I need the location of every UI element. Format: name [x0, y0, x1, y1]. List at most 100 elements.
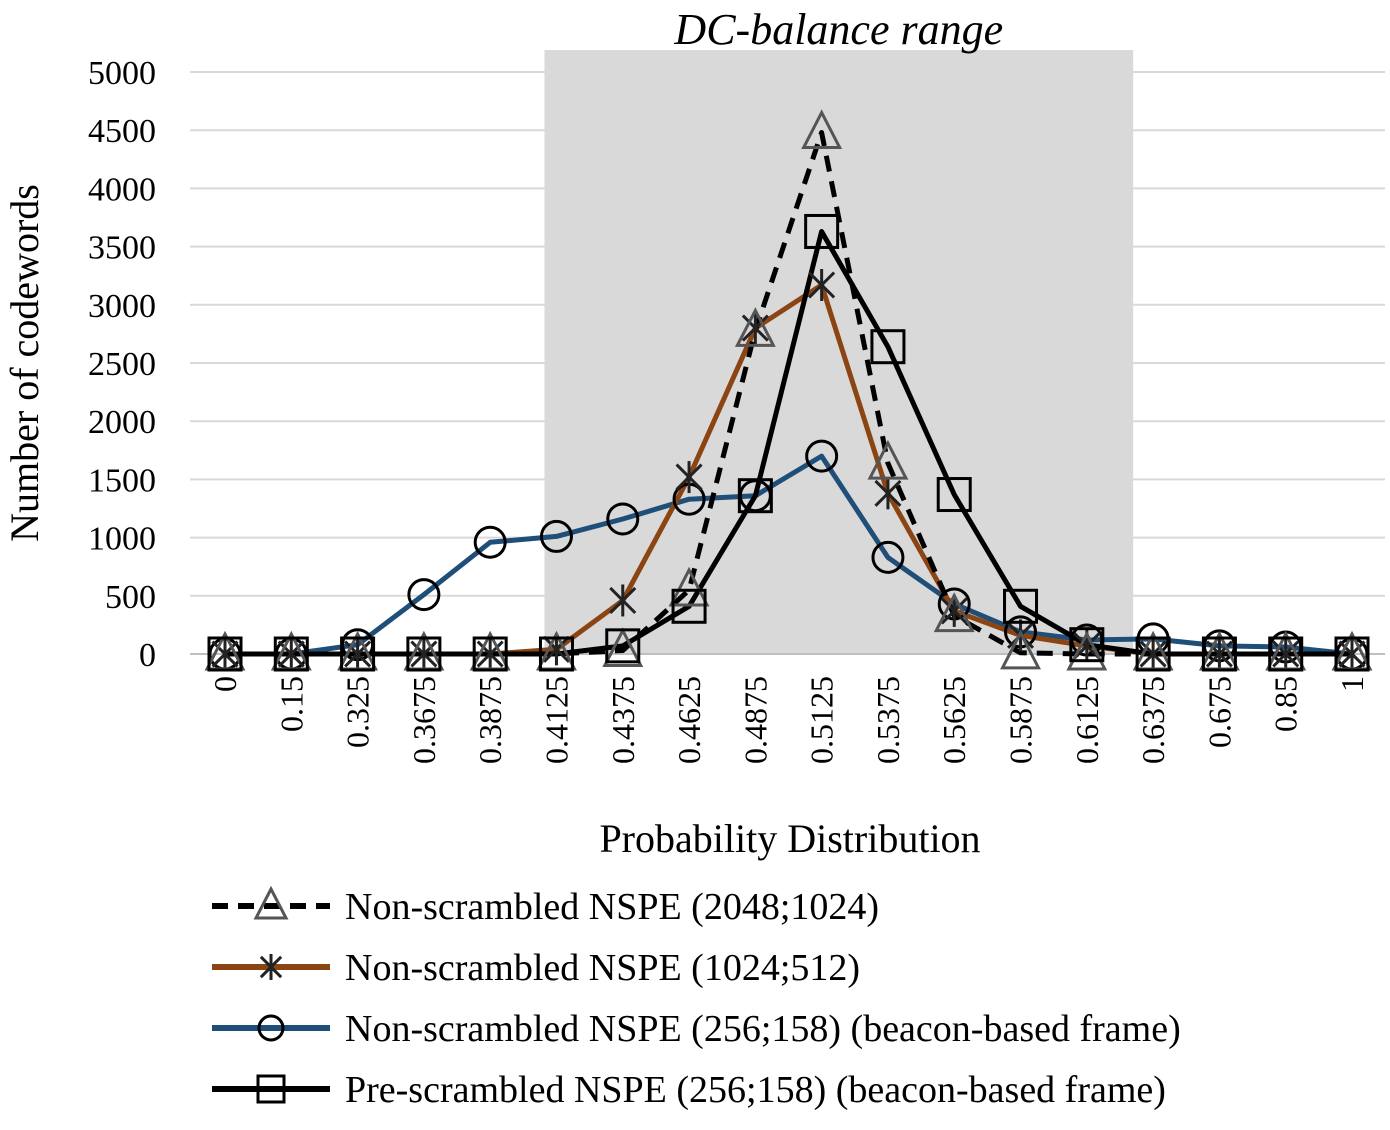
data-point-square-1 — [273, 636, 309, 672]
data-point-star-4-d2 — [476, 640, 504, 668]
data-point-square-10 — [870, 329, 906, 365]
data-point-star-17 — [1338, 638, 1366, 670]
data-point-square-2 — [340, 636, 376, 672]
data-point-circle-9 — [805, 439, 839, 473]
data-point-star-0-d2 — [211, 640, 239, 668]
data-point-star-16 — [1272, 638, 1300, 670]
data-point-circle-6 — [606, 502, 640, 536]
legend-label-2: Non-scrambled NSPE (256;158) (beacon-bas… — [345, 1008, 1181, 1050]
data-point-star-3-d2 — [410, 640, 438, 668]
legend-marker-star-icon — [259, 954, 283, 980]
data-point-star-10 — [874, 477, 902, 510]
x-tick-label-13: 0.6125 — [1069, 676, 1105, 764]
data-point-star-3 — [410, 638, 438, 670]
legend-label-3: Pre-scrambled NSPE (256;158) (beacon-bas… — [345, 1069, 1166, 1111]
x-tick-label-2: 0.325 — [340, 676, 376, 748]
data-point-star-8 — [741, 312, 769, 345]
x-axis-title: Probability Distribution — [599, 816, 980, 861]
x-tick-label-8: 0.4875 — [737, 676, 773, 764]
data-point-circle-5 — [539, 519, 573, 553]
data-point-square-15 — [1201, 636, 1237, 672]
data-point-star-8-d2 — [741, 314, 769, 342]
data-point-star-11 — [940, 594, 968, 627]
data-point-star-15-d2 — [1205, 640, 1233, 668]
data-point-square-3 — [406, 636, 442, 672]
data-point-square-13 — [1069, 627, 1105, 663]
data-point-square-8 — [737, 478, 773, 514]
x-tick-label-9: 0.5125 — [804, 676, 840, 764]
data-point-circle-4 — [473, 525, 507, 559]
data-point-star-10-d2 — [874, 479, 902, 507]
y-tick-label-1000: 1000 — [88, 521, 156, 558]
data-point-star-14 — [1139, 638, 1167, 670]
y-tick-label-5000: 5000 — [88, 55, 156, 92]
data-point-triangle-9 — [801, 109, 843, 150]
data-point-triangle-8 — [734, 307, 776, 347]
data-point-star-17-d2 — [1338, 640, 1366, 668]
x-tick-label-11: 0.5625 — [936, 676, 972, 764]
x-tick-label-14: 0.6375 — [1135, 676, 1171, 764]
x-tick-label-10: 0.5375 — [870, 676, 906, 764]
data-point-square-12 — [1003, 588, 1039, 624]
legend-item-3: Pre-scrambled NSPE (256;158) (beacon-bas… — [212, 1069, 1166, 1111]
x-tick-label-16: 0.85 — [1268, 676, 1304, 732]
data-point-triangle-11 — [933, 592, 975, 633]
data-point-square-5 — [538, 636, 574, 672]
data-point-square-16 — [1268, 636, 1304, 672]
y-tick-label-2000: 2000 — [88, 404, 156, 441]
data-point-square-6 — [605, 628, 641, 664]
data-point-star-4 — [476, 638, 504, 670]
data-point-star-13-d2 — [1073, 632, 1101, 660]
data-point-square-7 — [671, 588, 707, 624]
data-point-triangle-7 — [668, 566, 710, 607]
y-tick-label-500: 500 — [105, 579, 156, 616]
legend-marker-circle-icon — [257, 1014, 285, 1042]
data-point-star-1 — [277, 638, 305, 670]
legend-marker-star-icon-d2 — [259, 955, 283, 979]
legend-item-0: Non-scrambled NSPE (2048;1024) — [212, 885, 879, 928]
data-point-triangle-13 — [1066, 630, 1108, 671]
data-point-square-9 — [804, 213, 840, 249]
data-point-circle-3 — [407, 578, 441, 612]
legend-item-1: Non-scrambled NSPE (1024;512) — [212, 947, 860, 989]
x-tick-label-6: 0.4375 — [605, 676, 641, 764]
x-tick-label-4: 0.3875 — [472, 676, 508, 764]
x-tick-label-12: 0.5875 — [1003, 676, 1039, 764]
data-point-square-11 — [936, 477, 972, 513]
data-point-star-9 — [808, 269, 836, 302]
data-point-star-9-d2 — [808, 271, 836, 299]
data-point-star-5-d2 — [542, 635, 571, 663]
legend-label-0: Non-scrambled NSPE (2048;1024) — [345, 886, 879, 928]
data-point-star-16-d2 — [1272, 640, 1300, 668]
legend-marker-triangle-icon — [253, 885, 289, 920]
legend-item-2: Non-scrambled NSPE (256;158) (beacon-bas… — [212, 1008, 1181, 1050]
data-point-star-7 — [675, 461, 703, 494]
data-point-star-0 — [211, 638, 239, 670]
data-point-star-2-d2 — [344, 640, 372, 668]
data-point-square-4 — [472, 636, 508, 672]
x-tick-label-0: 0 — [207, 676, 243, 692]
data-point-triangle-6 — [602, 627, 644, 668]
y-tick-label-0: 0 — [139, 637, 156, 674]
y-tick-label-2500: 2500 — [88, 346, 156, 383]
data-point-triangle-10 — [867, 439, 909, 480]
data-point-star-6-d2 — [609, 586, 637, 614]
x-tick-label-15: 0.675 — [1201, 676, 1237, 748]
data-point-star-11-d2 — [940, 597, 968, 625]
data-point-triangle-12 — [1000, 629, 1041, 670]
x-tick-label-17: 1 — [1334, 676, 1370, 692]
x-tick-label-3: 0.3675 — [406, 676, 442, 764]
data-point-circle-10 — [871, 540, 905, 574]
data-point-star-14-d2 — [1139, 640, 1167, 668]
data-point-square-17 — [1334, 636, 1370, 672]
data-point-square-0 — [207, 636, 243, 672]
data-point-star-6 — [609, 584, 637, 617]
x-tick-label-5: 0.4125 — [538, 676, 574, 764]
y-tick-label-3500: 3500 — [88, 230, 156, 267]
legend-label-1: Non-scrambled NSPE (1024;512) — [345, 947, 860, 989]
x-tick-label-1: 0.15 — [273, 676, 309, 732]
data-point-star-15 — [1205, 638, 1233, 670]
y-tick-label-3000: 3000 — [88, 288, 156, 325]
